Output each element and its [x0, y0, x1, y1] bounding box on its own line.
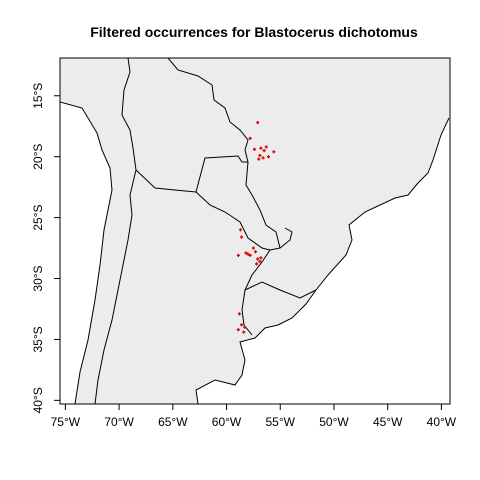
occurrence-point	[236, 328, 240, 332]
country-borders	[60, 58, 450, 404]
border-paraguay-argentina	[195, 191, 271, 251]
border-peru-bolivia	[121, 58, 137, 171]
occurrence-point	[242, 330, 246, 334]
occurrence-point	[259, 256, 263, 260]
x-tick-label: 65°W	[158, 415, 188, 429]
occurrence-point	[252, 147, 257, 151]
occurrence-point	[257, 157, 261, 161]
chart-title: Filtered occurrences for Blastocerus dic…	[90, 24, 418, 40]
x-tick-label: 75°W	[51, 415, 81, 429]
border-bolivia-argentina	[135, 169, 197, 193]
occurrence-point	[259, 146, 263, 150]
occurrence-points	[236, 120, 276, 334]
occurrence-point	[244, 251, 248, 255]
occurrence-point	[239, 323, 244, 327]
y-tick-label: 25°S	[31, 205, 45, 231]
occurrence-point	[248, 253, 252, 257]
occurrence-point	[251, 246, 255, 250]
x-tick-label: 40°W	[427, 415, 457, 429]
x-tick-label: 70°W	[104, 415, 134, 429]
coastline-east	[195, 117, 450, 404]
border-uruguay-argentina	[241, 289, 253, 336]
map-panel	[60, 58, 450, 404]
occurrence-point	[258, 259, 262, 264]
x-tick-label: 50°W	[319, 415, 349, 429]
border-chile-argentina	[94, 169, 137, 404]
occurrence-point	[253, 250, 258, 254]
y-tick-label: 40°S	[31, 387, 45, 413]
occurrence-point	[264, 145, 268, 149]
x-tick-label: 55°W	[266, 415, 296, 429]
occurrence-point	[246, 252, 250, 256]
occurrence-point	[238, 228, 243, 232]
occurrence-point	[256, 257, 260, 261]
occurrence-point	[261, 156, 265, 160]
occurrence-point	[262, 148, 266, 153]
occurrence-point	[256, 120, 260, 125]
plot-frame	[59, 57, 451, 405]
occurrence-point	[243, 325, 247, 329]
x-tick-label: 45°W	[373, 415, 403, 429]
occurrence-point	[236, 253, 240, 257]
border-brazil-bolivia	[167, 58, 249, 163]
occurrence-point	[258, 153, 262, 158]
border-argentina-northeast	[244, 249, 271, 291]
occurrence-point	[239, 235, 244, 239]
occurrence-point	[266, 155, 271, 159]
occurrence-point	[237, 312, 242, 316]
y-tick-label: 15°S	[31, 83, 45, 109]
border-paraguay-brazil	[245, 161, 281, 251]
border-argentina-brazil	[279, 227, 293, 249]
y-tick-label: 20°S	[31, 144, 45, 170]
occurrence-point	[248, 136, 252, 141]
coastline	[60, 101, 113, 404]
y-axis: 15°S 20°S 25°S 30°S 35°S 40°S	[31, 83, 60, 413]
y-tick-label: 35°S	[31, 326, 45, 352]
border-bolivia-paraguay	[195, 155, 248, 193]
occurrence-point	[255, 262, 259, 266]
y-tick-label: 30°S	[31, 265, 45, 291]
occurrence-point	[272, 150, 276, 154]
x-axis: 75°W 70°W 65°W 60°W 55°W 50°W 45°W 40°W	[51, 404, 457, 429]
land-mass	[60, 58, 450, 404]
border-uruguay-brazil	[244, 281, 317, 299]
x-tick-label: 60°W	[212, 415, 242, 429]
